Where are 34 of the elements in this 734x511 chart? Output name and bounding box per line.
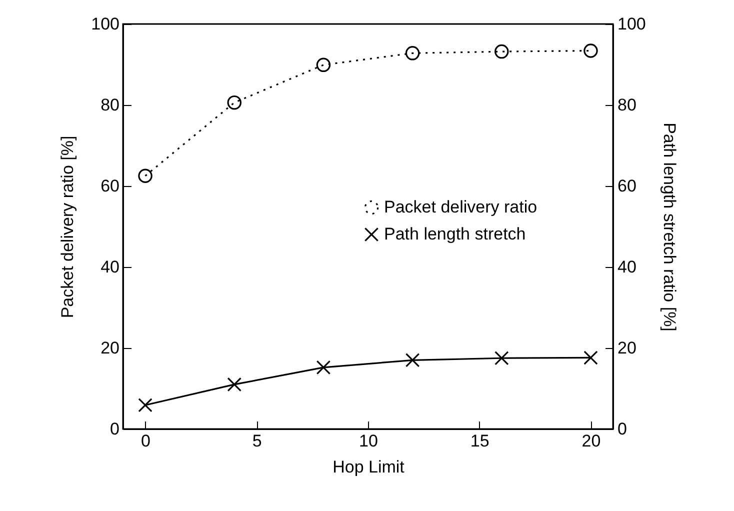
y-tick-label: 80 xyxy=(100,96,120,114)
point xyxy=(494,351,509,366)
point xyxy=(227,377,242,392)
x-tick-label: 15 xyxy=(470,432,490,450)
x-axis-title: Hop Limit xyxy=(332,458,405,476)
x-tick-label: 20 xyxy=(582,432,601,450)
y-tick-label: 60 xyxy=(100,176,120,196)
y2-tick-label: 40 xyxy=(618,258,636,276)
point xyxy=(494,44,509,59)
y2-axis-title: Path length stretch ratio [%] xyxy=(660,122,679,332)
point xyxy=(138,398,152,412)
y-tick-label: 40 xyxy=(100,258,120,276)
y2-tick-label: 80 xyxy=(618,96,636,114)
x-tick-label: 10 xyxy=(359,432,378,450)
point xyxy=(405,46,420,60)
y-axis-title: Packet delivery ratio [%] xyxy=(58,136,78,318)
legend-label: Packet delivery ratio xyxy=(384,198,538,216)
point xyxy=(316,58,331,72)
y2-tick-label: 0 xyxy=(618,420,627,438)
point xyxy=(316,360,331,375)
point xyxy=(584,350,598,365)
x-tick-label: 5 xyxy=(252,432,262,450)
y2-tick-label: 100 xyxy=(618,14,646,34)
y-tick-label: 20 xyxy=(100,338,120,358)
x-tick-label: 0 xyxy=(141,432,151,450)
point xyxy=(405,353,420,368)
y-tick-label: 0 xyxy=(110,420,120,438)
legend-label: Path length stretch xyxy=(384,224,526,244)
y2-tick-label: 60 xyxy=(618,176,636,196)
y-tick-label: 100 xyxy=(91,14,120,34)
point xyxy=(138,168,152,183)
y2-tick-label: 20 xyxy=(618,338,636,358)
point xyxy=(584,44,598,58)
point xyxy=(227,95,242,110)
